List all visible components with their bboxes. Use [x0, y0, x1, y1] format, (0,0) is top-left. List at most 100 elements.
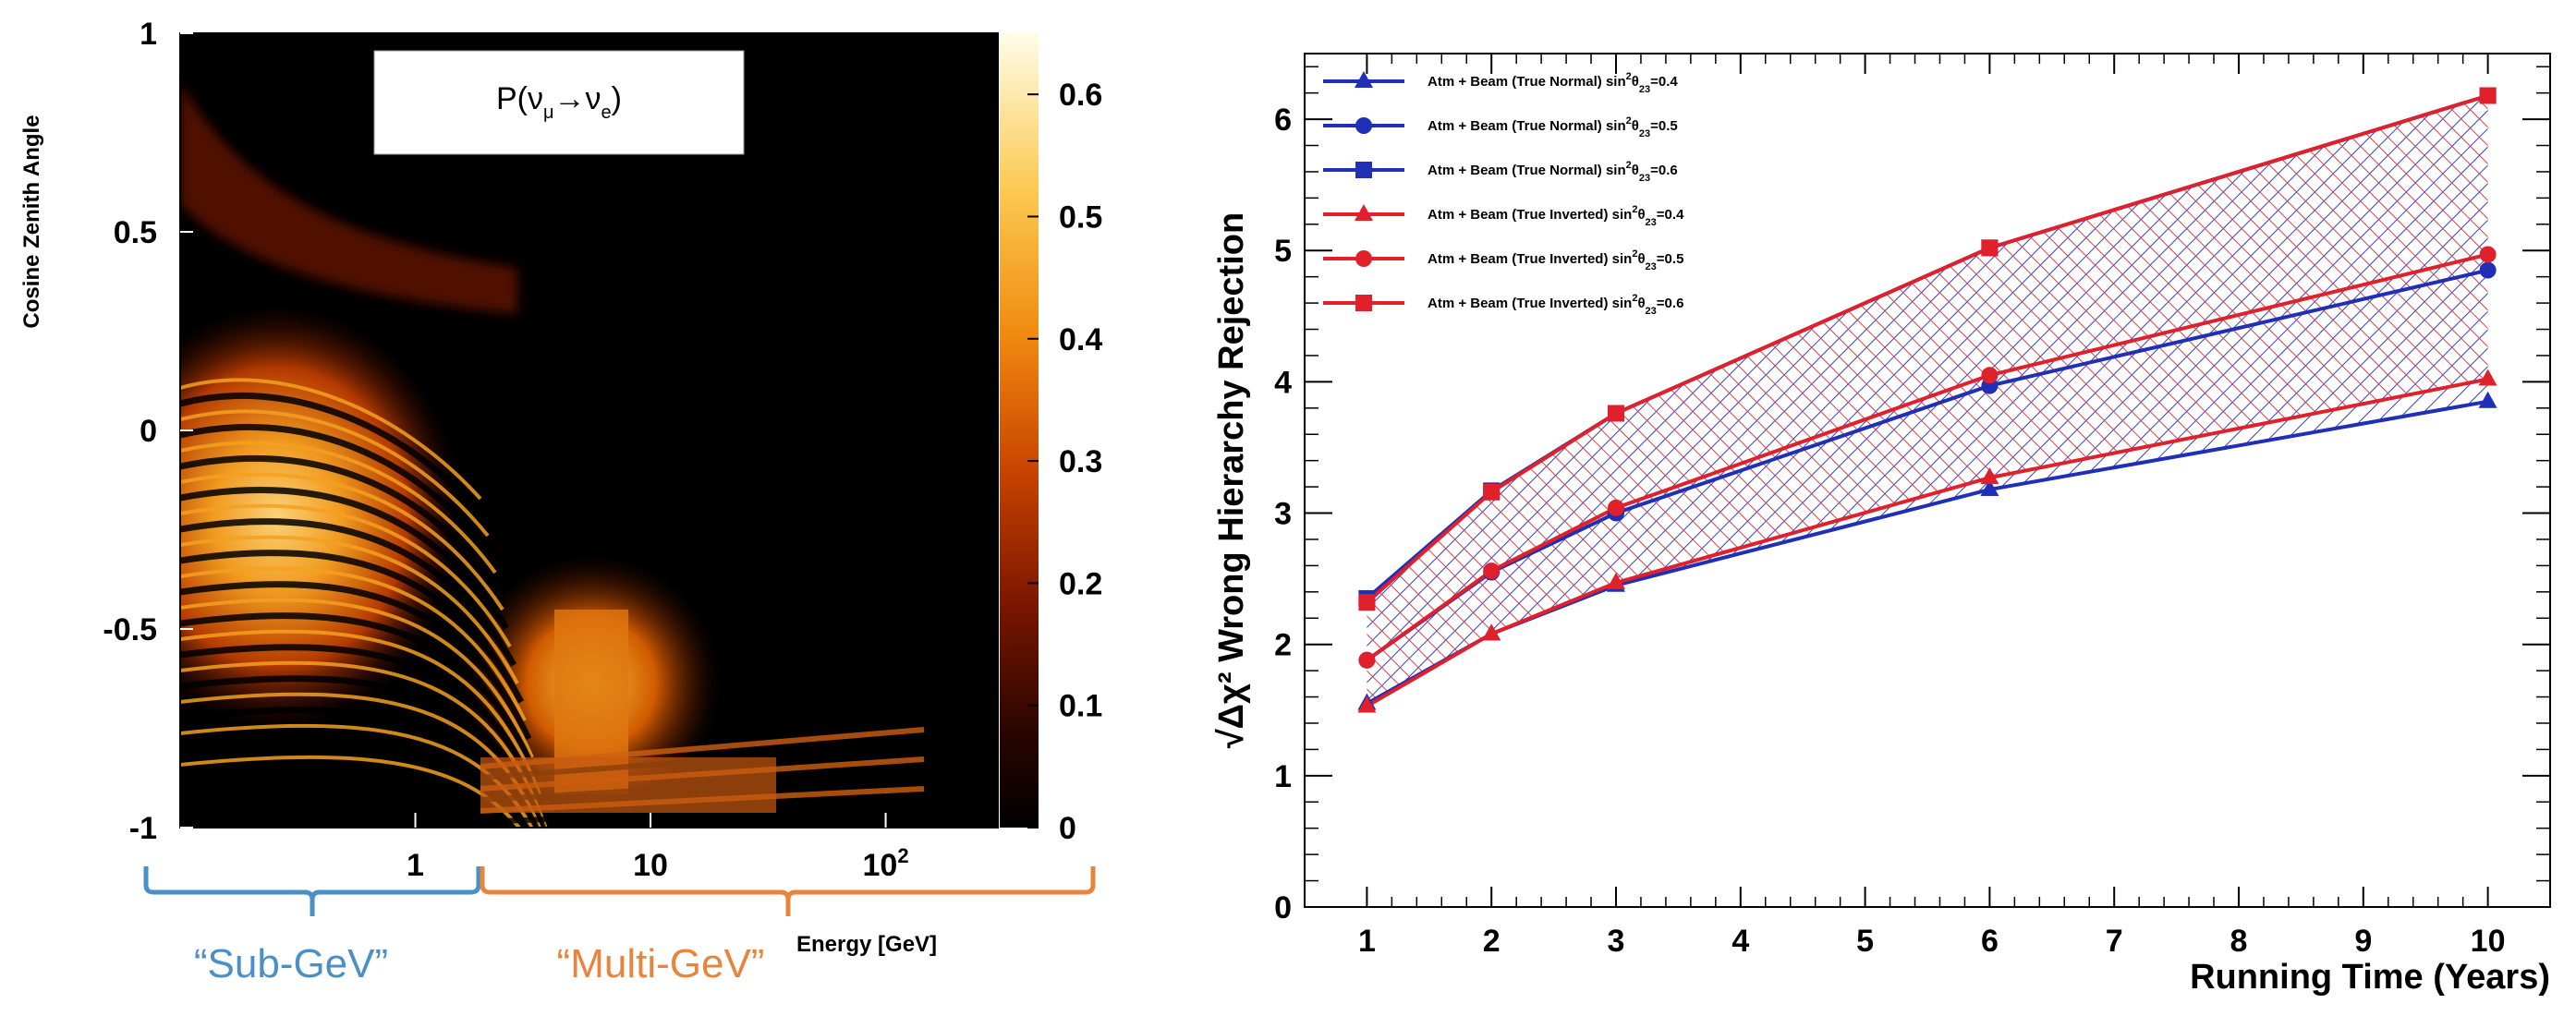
legend-entry: Atm + Beam (True Inverted) sin2θ23=0.4: [1428, 204, 1684, 228]
heatmap-pattern: [180, 83, 925, 828]
data-point: [1483, 483, 1501, 501]
oscillation-stripe: [180, 472, 504, 611]
oscillation-stripe: [180, 409, 490, 538]
bottom-edge-band: [480, 757, 776, 813]
data-point: [1482, 623, 1501, 641]
oscillation-stripe: [180, 487, 509, 630]
x-tick-label: 10: [633, 848, 668, 883]
heatmap-y-axis-label: Cosine Zenith Angle: [19, 115, 44, 328]
y-tick-label: 1: [140, 17, 157, 52]
data-point: [1981, 239, 1999, 257]
x-tick-label: 1: [407, 848, 424, 883]
oscillation-stripe: [180, 707, 540, 828]
oscillation-stripe: [180, 581, 532, 741]
oscillation-stripe: [180, 566, 527, 721]
x-tick-exponent: 2: [897, 844, 908, 867]
y-axis-label-prefix: √Δχ²: [1212, 671, 1251, 748]
sub-gev-label: “Sub-GeV”: [194, 941, 388, 986]
data-point: [2479, 261, 2497, 279]
legend-marker: [1355, 117, 1372, 134]
oscillation-stripe: [180, 423, 494, 557]
y-tick-label: -1: [129, 811, 157, 846]
data-point: [2478, 369, 2497, 386]
colorbar-ticks: 0.6 0.5 0.4 0.3 0.2 0.1 0: [1027, 78, 1102, 846]
y-tick-label: 0: [1274, 890, 1292, 925]
x-tick-label: 8: [2230, 924, 2248, 959]
oscillation-stripe: [180, 441, 497, 574]
x-tick-label: 102: [863, 844, 909, 883]
x-tick-label: 1: [1358, 924, 1376, 959]
colorbar-tick-label: 0.2: [1059, 566, 1102, 601]
series-markers: [1357, 87, 2497, 713]
legend-entry: Atm + Beam (True Normal) sin2θ23=0.4: [1428, 71, 1678, 95]
x-axis-ticks: 1 2 3 4 5 6 7 8 9 10: [1358, 54, 2506, 959]
oscillation-stripe: [180, 738, 530, 828]
x-tick-label: 3: [1608, 924, 1625, 959]
y-tick-label: -0.5: [103, 612, 157, 647]
x-tick-label: 9: [2354, 924, 2372, 959]
y-axis-ticks: 0 1 2 3 4 5 6: [1274, 66, 2550, 925]
heatmap-title-box: [373, 50, 745, 155]
oscillation-stripe: [180, 755, 522, 828]
y-tick-label: 0: [140, 414, 157, 449]
y-axis-label-text: Wrong Hierarchy Rejection: [1212, 212, 1251, 662]
legend-entry: Atm + Beam (True Normal) sin2θ23=0.5: [1428, 115, 1678, 139]
data-point: [1357, 695, 1377, 713]
x-tick-label: 5: [1856, 924, 1874, 959]
colorbar-tick-label: 0.3: [1059, 444, 1102, 479]
x-tick-label: 6: [1981, 924, 1999, 959]
oscillation-stripe: [180, 535, 519, 684]
oscillation-stripe: [180, 550, 525, 704]
y-tick-label: 0.5: [114, 215, 157, 250]
data-point: [1608, 499, 1624, 516]
legend-entry: Atm + Beam (True Inverted) sin2θ23=0.5: [1428, 248, 1683, 272]
colorbar-tick-label: 0.1: [1059, 689, 1102, 724]
inverted-hierarchy-band: [1367, 95, 2488, 707]
legend-marker: [1355, 71, 1373, 88]
legend-entry: Atm + Beam (True Normal) sin2θ23=0.6: [1428, 160, 1678, 184]
data-point: [1358, 594, 1376, 611]
legend-entry: Atm + Beam (True Inverted) sin2θ23=0.6: [1428, 293, 1683, 317]
data-point: [1483, 562, 1501, 580]
colorbar-tick-label: 0.6: [1059, 78, 1102, 113]
legend-marker: [1355, 162, 1372, 178]
data-point: [2479, 87, 2497, 104]
oscillation-stripe: [180, 612, 540, 778]
y-tick-label: 6: [1274, 103, 1292, 138]
data-point: [1358, 651, 1376, 669]
oscillation-stripe: [180, 518, 517, 667]
svg-text:√Δχ² Wrong Hierarchy Rejection: √Δχ² Wrong Hierarchy Rejection: [1212, 212, 1251, 748]
heatmap-y-ticks: 1 0.5 0 -0.5 -1: [103, 17, 193, 846]
x-tick-label: 10: [2471, 924, 2506, 959]
legend-marker: [1355, 250, 1372, 267]
y-tick-label: 5: [1274, 234, 1292, 269]
x-tick-label: 2: [1483, 924, 1501, 959]
multi-gev-label: “Multi-GeV”: [557, 941, 765, 986]
data-point: [1980, 467, 1999, 485]
line-chart-panel: 1 2 3 4 5 6 7 8 9 10 0 1 2 3 4 5 6 Running Time (Years)…: [1212, 53, 2551, 997]
heatmap-x-axis-label: Energy [GeV]: [796, 932, 937, 957]
oscillation-stripe: [180, 392, 487, 520]
heatmap-panel: P(νμ→νe) 1 0.5 0 -0.5 -1 Cosine Zenith Angle…: [19, 17, 1102, 986]
upper-resonance-glow: [180, 83, 517, 314]
colorbar-tick-label: 0: [1059, 811, 1076, 846]
oscillation-stripe: [180, 598, 534, 758]
colorbar: [1000, 33, 1039, 828]
y-axis-label: √Δχ² Wrong Hierarchy Rejection: [1212, 212, 1251, 748]
sub-gev-brace: [143, 866, 481, 916]
y-tick-label: 2: [1274, 628, 1292, 663]
oscillation-stripe: [180, 723, 534, 828]
oscillation-stripe: [180, 503, 512, 648]
oscillation-stripe: [180, 378, 482, 501]
data-point: [1608, 405, 1624, 422]
data-point: [1980, 478, 1999, 496]
x-tick-label: 7: [2106, 924, 2123, 959]
x-tick-label: 4: [1732, 924, 1749, 959]
legend-marker: [1355, 204, 1373, 221]
x-axis-label: Running Time (Years): [2190, 958, 2550, 997]
multi-gev-brace: [480, 866, 1096, 916]
data-point: [2479, 246, 2497, 263]
legend: Atm + Beam (True Normal) sin2θ23=0.4 Atm …: [1323, 71, 1684, 317]
data-point: [2478, 391, 2497, 408]
heatmap-title: P(νμ→νe): [496, 81, 622, 123]
